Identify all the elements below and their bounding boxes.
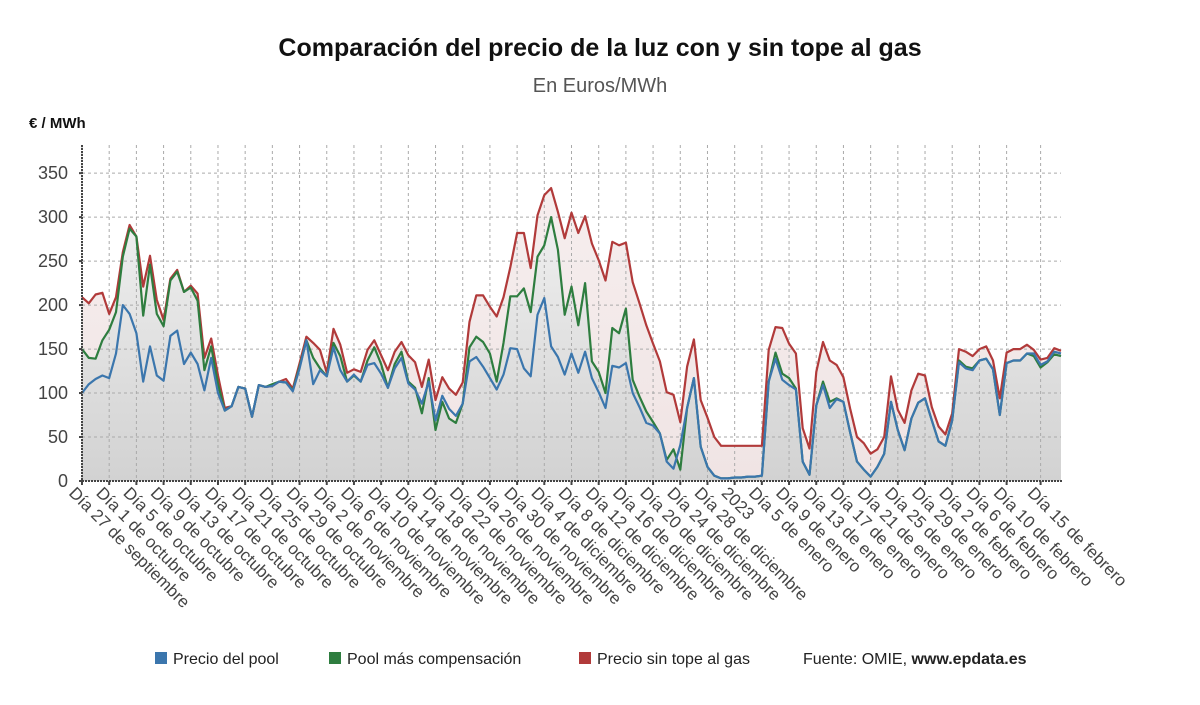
chart-subtitle: En Euros/MWh: [533, 75, 667, 97]
y-tick-label: 50: [48, 427, 68, 447]
y-tick-label: 350: [38, 163, 68, 183]
source-prefix: Fuente: OMIE,: [803, 651, 911, 668]
series-lines: [81, 187, 1062, 480]
series-line-precio-del-pool: [81, 296, 1062, 480]
y-tick-label: 150: [38, 339, 68, 359]
y-tick-label: 200: [38, 295, 68, 315]
legend-swatch-sin-tope: [579, 652, 591, 664]
y-tick-label: 250: [38, 251, 68, 271]
axes: [79, 145, 1063, 485]
legend-label-compensacion[interactable]: Pool más compensación: [347, 651, 521, 668]
chart-title: Comparación del precio de la luz con y s…: [278, 34, 921, 62]
y-tick-labels: 0 50 100 150 200 250 300 350: [38, 163, 68, 491]
source-site: www.epdata.es: [910, 651, 1026, 668]
source-note: Fuente: OMIE, www.epdata.es: [803, 651, 1027, 668]
legend-swatch-compensacion: [329, 652, 341, 664]
legend-label-pool[interactable]: Precio del pool: [173, 651, 279, 668]
legend-label-sin-tope[interactable]: Precio sin tope al gas: [597, 651, 750, 668]
legend: Precio del pool Pool más compensación Pr…: [155, 651, 1027, 668]
y-tick-label: 0: [58, 471, 68, 491]
y-tick-label: 100: [38, 383, 68, 403]
legend-swatch-pool: [155, 652, 167, 664]
gridlines: [81, 145, 1061, 481]
y-tick-label: 300: [38, 207, 68, 227]
y-axis-label: € / MWh: [29, 115, 86, 132]
